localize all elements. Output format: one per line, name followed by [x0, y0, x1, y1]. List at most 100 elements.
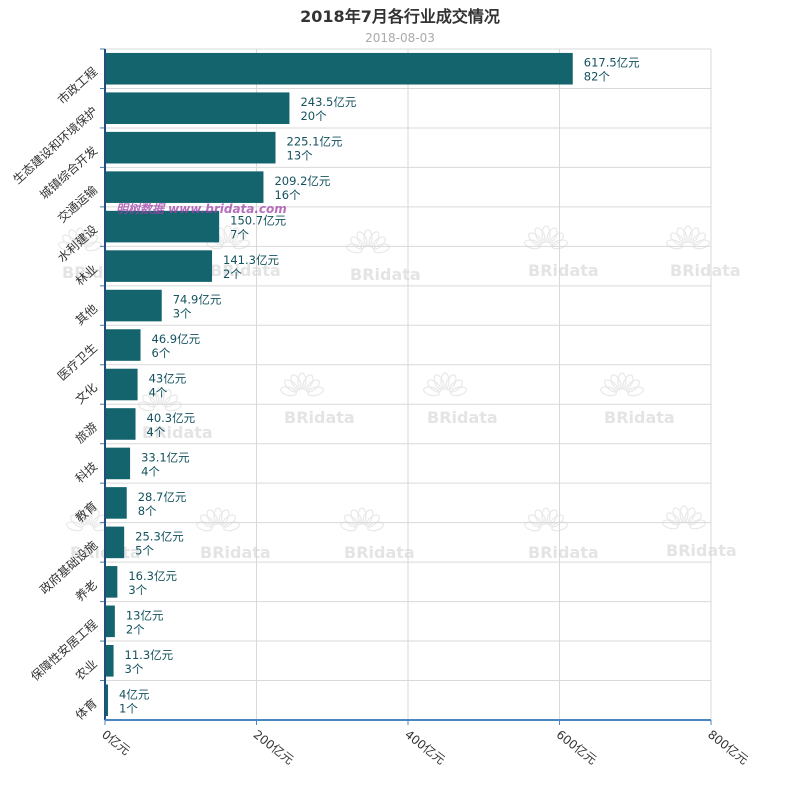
value-label: 25.3亿元 [135, 529, 184, 543]
bar [105, 645, 114, 677]
logo-leaf [423, 386, 440, 397]
bar [105, 447, 131, 480]
logo-leaf [305, 379, 320, 393]
logo-text: BRidata [604, 408, 675, 427]
logo-leaf [541, 225, 551, 243]
bar [105, 289, 162, 322]
logo-text: BRidata [200, 543, 271, 562]
logo-leaf [551, 239, 568, 250]
logo-leaf [693, 239, 710, 250]
logo-text: BRidata [210, 261, 281, 280]
bridata-logo-icon: BRidata [138, 387, 213, 442]
bridata-logo-icon: BRidata [524, 225, 599, 280]
logo-leaf [368, 231, 380, 248]
category-label: 养老 [72, 577, 100, 604]
logo-text: BRidata [528, 543, 599, 562]
logo-leaf [546, 509, 558, 526]
logo-leaf [165, 401, 182, 412]
logo-leaf [427, 379, 442, 393]
logo-leaf [58, 241, 75, 252]
category-label: 医疗卫生 [55, 341, 100, 384]
bar [105, 526, 125, 559]
logo-leaf [155, 387, 165, 405]
logo-leaf [546, 227, 558, 244]
bar [105, 210, 220, 243]
count-label: 6个 [152, 346, 171, 360]
logo-leaf [83, 234, 98, 248]
logo-leaf [148, 389, 160, 406]
logo-leaf [440, 372, 450, 390]
bridata-logo-icon: BRidata [280, 372, 355, 427]
logo-text: BRidata [670, 261, 741, 280]
logo-leaf [625, 379, 640, 393]
bar [105, 131, 276, 164]
count-label: 3个 [173, 307, 192, 321]
logo-leaf [617, 372, 627, 390]
category-label: 科技 [73, 459, 100, 485]
count-label: 8个 [138, 504, 157, 518]
count-label: 2个 [223, 267, 242, 281]
logo-leaf [362, 509, 374, 526]
logo-leaf [200, 514, 215, 528]
logo-leaf [534, 509, 546, 526]
value-label: 28.7亿元 [138, 490, 187, 504]
logo-leaf [622, 374, 634, 391]
count-label: 3个 [125, 662, 144, 676]
logo-leaf [221, 514, 236, 528]
count-label: 20个 [300, 109, 327, 123]
logo-leaf [688, 227, 700, 244]
logo-leaf [196, 521, 213, 532]
bar [105, 92, 290, 124]
count-label: 4个 [147, 425, 166, 439]
bar [105, 605, 115, 638]
count-label: 2个 [126, 622, 145, 636]
logo-leaf [356, 231, 368, 248]
logo-leaf [206, 509, 218, 526]
logo-leaf [350, 236, 365, 250]
logo-leaf [524, 521, 541, 532]
logo-leaf [551, 521, 568, 532]
logo-leaf [142, 394, 157, 408]
logo-leaf [76, 509, 88, 526]
category-label: 旅游 [73, 420, 100, 446]
bridata-logo-icon: BRidata [206, 225, 281, 280]
logo-leaf [138, 401, 155, 412]
count-label: 82个 [584, 70, 611, 84]
logo-leaf [528, 514, 543, 528]
value-label: 141.3亿元 [223, 253, 279, 267]
logo-leaf [344, 514, 359, 528]
logo-leaf [233, 239, 250, 250]
logo-leaf [541, 507, 551, 525]
logo-leaf [68, 229, 80, 246]
bar [105, 684, 109, 717]
bar [105, 171, 264, 203]
count-label: 3个 [128, 583, 147, 597]
bar [105, 368, 138, 401]
logo-leaf [357, 507, 367, 525]
logo-leaf [683, 225, 693, 243]
logo-leaf [666, 239, 683, 250]
logo-leaf [684, 507, 696, 524]
logo-leaf [223, 521, 240, 532]
bar [105, 329, 141, 361]
logo-leaf [66, 521, 83, 532]
logo-leaf [689, 519, 706, 530]
logo-leaf [448, 379, 463, 393]
bar [105, 408, 136, 440]
logo-leaf [662, 519, 679, 530]
x-tick-label: 0亿元 [99, 727, 133, 758]
logo-leaf [365, 514, 380, 528]
logo-leaf [350, 509, 362, 526]
value-label: 209.2亿元 [274, 174, 330, 188]
bridata-logo-icon: BRidata [423, 372, 498, 427]
value-label: 150.7亿元 [230, 214, 286, 228]
logo-leaf [600, 386, 617, 397]
logo-leaf [83, 507, 93, 525]
value-label: 13亿元 [126, 608, 164, 622]
chart-title: 2018年7月各行业成交情况 [300, 7, 500, 26]
logo-leaf [604, 379, 619, 393]
x-tick-label: 200亿元 [251, 727, 297, 768]
logo-leaf [213, 507, 223, 525]
logo-leaf [62, 234, 77, 248]
